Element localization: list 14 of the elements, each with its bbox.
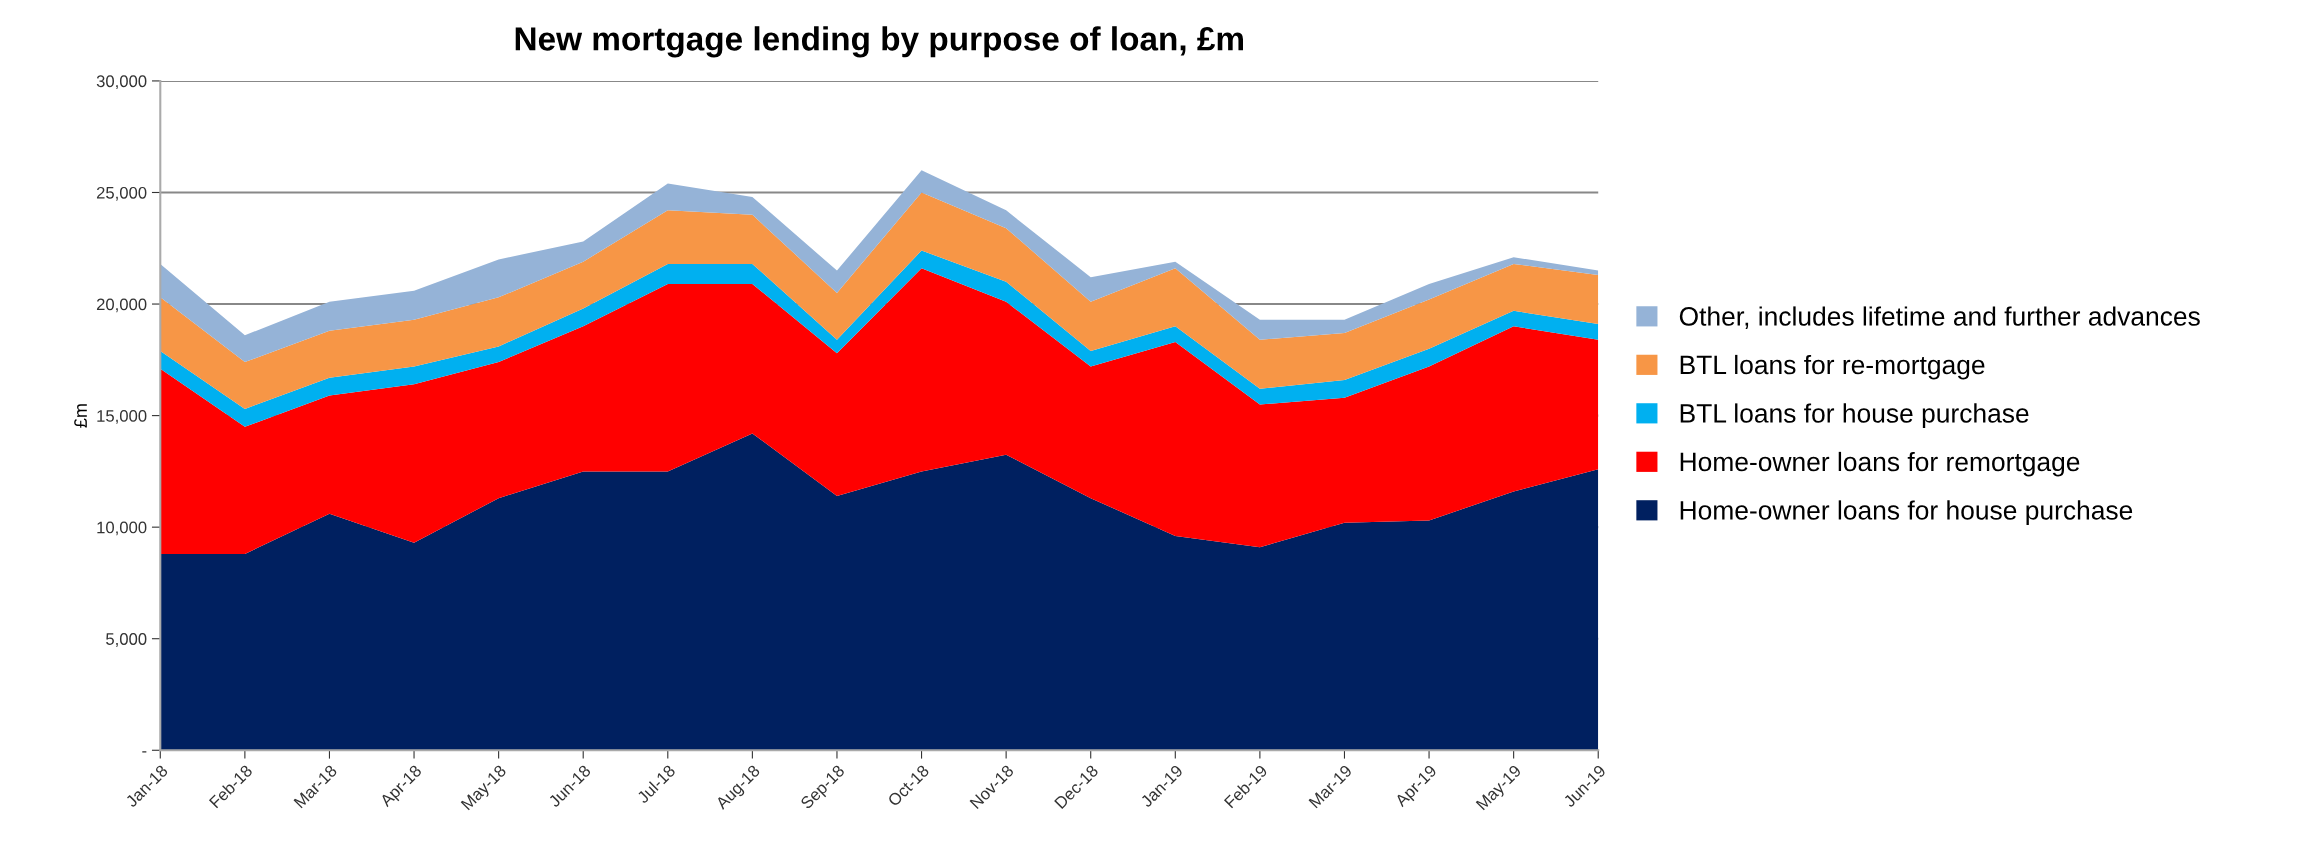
y-tick-label: 30,000 [96, 75, 147, 90]
y-tick-label: 20,000 [96, 298, 147, 313]
legend-label: BTL loans for re-mortgage [1680, 354, 1985, 380]
y-tick-label: - [142, 751, 147, 753]
legend-label: BTL loans for house purchase [1680, 403, 2029, 428]
legend-label: Home-owner loans for house purchase [1680, 500, 2133, 525]
y-axis-title: £m [74, 404, 87, 428]
chart-title: New mortgage lending by purpose of loan, £m [515, 26, 1243, 58]
y-tick-label: 10,000 [97, 521, 147, 536]
legend-label: Other, includes lifetime and further advances [1679, 306, 2200, 329]
y-tick-label: 5,000 [106, 633, 147, 647]
legend-label: Home-owner loans for remortgage [1680, 451, 2080, 477]
y-tick-label: 25,000 [96, 186, 147, 201]
y-tick-label: 15,000 [97, 410, 147, 424]
